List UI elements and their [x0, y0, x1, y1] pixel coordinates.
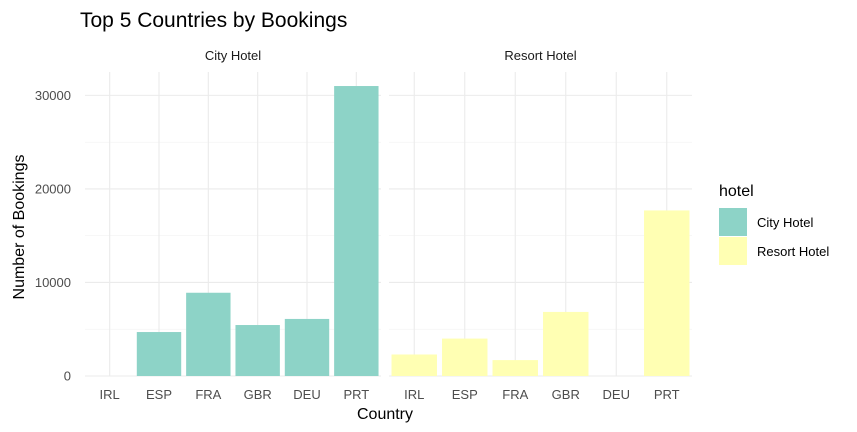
x-tick-label: GBR — [552, 387, 580, 402]
bar — [284, 318, 330, 376]
facet-panel: Resort Hotel IRL ESP FRA GBR DEU PRT — [389, 48, 692, 402]
x-tick-label: DEU — [603, 387, 630, 402]
x-tick-label: ESP — [146, 387, 172, 402]
bar — [136, 332, 182, 376]
x-tick-label: FRA — [195, 387, 221, 402]
facet-panels: 0 10000 20000 30000 City Hotel IRL ESP FRA GBR DE… — [35, 48, 692, 402]
y-tick-label: 20000 — [35, 181, 71, 196]
bar — [235, 325, 280, 376]
x-tick-label: DEU — [293, 387, 320, 402]
bar — [644, 210, 690, 376]
bar — [492, 360, 538, 376]
legend-swatch — [719, 237, 747, 265]
facet-panel: City Hotel IRL ESP FRA GBR DEU PRT — [85, 48, 381, 402]
x-tick-label: GBR — [244, 387, 272, 402]
y-tick-label: 30000 — [35, 88, 71, 103]
bar — [334, 86, 379, 377]
x-axis-title: Country — [357, 406, 413, 423]
y-axis-title: Number of Bookings — [11, 155, 28, 300]
facet-strip-label: City Hotel — [205, 48, 261, 63]
y-tick-label: 0 — [64, 369, 71, 384]
bar — [543, 311, 589, 376]
chart-title: Top 5 Countries by Bookings — [80, 9, 347, 32]
y-tick-label: 10000 — [35, 275, 71, 290]
facet-strip-label: Resort Hotel — [504, 48, 576, 63]
bar — [186, 292, 231, 376]
legend-label: City Hotel — [757, 215, 813, 230]
x-tick-label: FRA — [502, 387, 528, 402]
x-tick-label: IRL — [404, 387, 424, 402]
x-tick-label: IRL — [100, 387, 120, 402]
bar — [391, 354, 437, 376]
bar — [442, 338, 488, 376]
legend-title: hotel — [719, 183, 754, 200]
x-tick-label: ESP — [452, 387, 478, 402]
x-tick-label: PRT — [654, 387, 680, 402]
x-tick-label: PRT — [343, 387, 369, 402]
legend-swatch — [719, 208, 747, 236]
legend-label: Resort Hotel — [757, 244, 829, 259]
